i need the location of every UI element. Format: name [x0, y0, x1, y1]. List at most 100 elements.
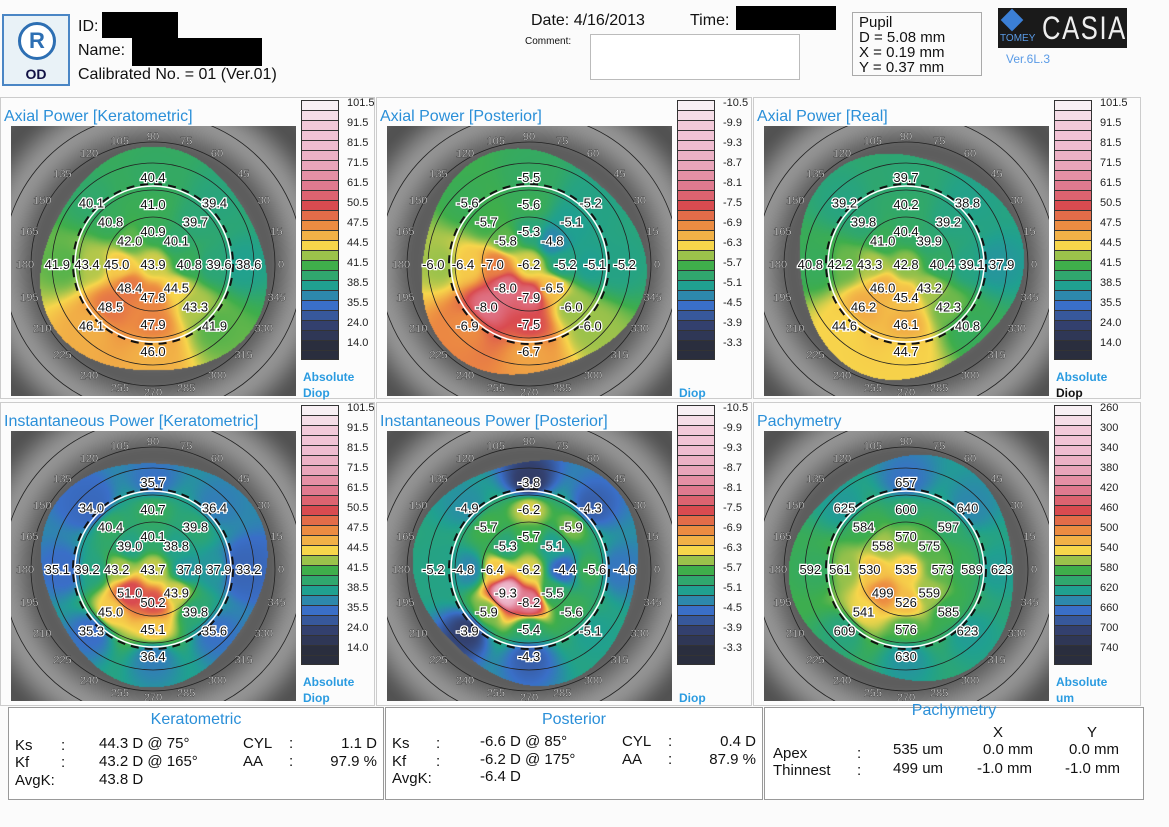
- angle-label: 105: [111, 135, 129, 147]
- scale-swatch: [677, 100, 715, 110]
- scale-swatch: [301, 475, 339, 485]
- scale-label: 101.5: [347, 402, 375, 414]
- angle-label: 285: [930, 688, 948, 700]
- angle-label: 135: [53, 473, 71, 485]
- scale-label: 91.5: [1100, 117, 1122, 129]
- map-value: -5.4: [518, 622, 540, 637]
- version: Ver.6L.3: [1006, 52, 1051, 66]
- scale-unit: um: [1056, 691, 1074, 705]
- angle-label: 120: [456, 148, 474, 160]
- map-value: 40.4: [930, 257, 955, 272]
- map-value: 33.2: [236, 562, 261, 577]
- map-value: 535: [895, 562, 917, 577]
- scale-label: 700: [1100, 622, 1119, 634]
- scale-swatch: [1054, 110, 1092, 120]
- scale-label: -8.1: [723, 177, 742, 189]
- map-value: -6.2: [518, 257, 540, 272]
- map-value: 573: [931, 562, 953, 577]
- map-value: 45.4: [893, 290, 918, 305]
- apex-y: 0.0 mm: [1069, 741, 1120, 758]
- tomey-logo-icon: [1000, 8, 1024, 32]
- summary-title: Keratometric: [150, 711, 242, 728]
- angle-label: 15: [647, 531, 659, 543]
- aa-label: AA: [622, 751, 643, 768]
- map-value: 43.3: [857, 257, 882, 272]
- angle-label: 180: [769, 564, 787, 576]
- map-value: 526: [895, 595, 917, 610]
- scale-swatch: [677, 475, 715, 485]
- scale-swatch: [1054, 260, 1092, 270]
- map-value: 48.5: [98, 299, 123, 314]
- map-value: 46.2: [851, 299, 876, 314]
- map-value: -6.5: [541, 280, 563, 295]
- map-value: -4.9: [456, 500, 478, 515]
- map-value: 35.6: [202, 624, 227, 639]
- angle-label: 225: [53, 655, 71, 667]
- map-value: -5.6: [560, 604, 582, 619]
- angle-label: 330: [1008, 628, 1026, 640]
- scale-label: 420: [1100, 482, 1119, 494]
- scale-label: 50.5: [347, 502, 369, 514]
- angle-label: 45: [237, 168, 249, 180]
- angle-label: 60: [964, 148, 976, 160]
- map-value: 40.8: [798, 257, 823, 272]
- angle-label: 195: [20, 597, 38, 609]
- instantaneous-posterior-panel: Instantaneous Power [Posterior] 0 15 30 45 6…: [376, 402, 752, 706]
- zone-circle: [448, 183, 610, 345]
- map-value: 47.9: [140, 317, 165, 332]
- map-value: 34.0: [79, 500, 104, 515]
- scale-label: 35.5: [347, 297, 369, 309]
- tomey-casia-logo: TOMEY CASIA: [998, 8, 1127, 48]
- scale-swatch: [301, 260, 339, 270]
- map-value: 35.3: [79, 624, 104, 639]
- scale-swatch: [1054, 220, 1092, 230]
- map-value: 39.8: [183, 520, 208, 535]
- map-value: 35.7: [140, 475, 165, 490]
- map-value: 39.6: [206, 257, 231, 272]
- scale-label: 300: [1100, 422, 1119, 434]
- scale-swatch: [1054, 190, 1092, 200]
- ring-line: [406, 446, 652, 692]
- angle-label: 90: [900, 436, 912, 448]
- angle-label: 345: [643, 597, 661, 609]
- ring-line: [30, 446, 276, 692]
- map-value: -4.6: [613, 562, 635, 577]
- map-value: 40.8: [98, 215, 123, 230]
- thinnest-label: Thinnest: [773, 762, 831, 779]
- scale-swatch: [1054, 200, 1092, 210]
- pupil-title: Pupil: [859, 14, 893, 31]
- scale-swatch: [301, 110, 339, 120]
- angle-label: 210: [33, 323, 51, 335]
- map-value: 37.8: [177, 562, 202, 577]
- map-value: 42.2: [827, 257, 852, 272]
- scale-swatch: [677, 455, 715, 465]
- map-value: 39.0: [117, 539, 142, 554]
- scale-swatch: [677, 160, 715, 170]
- eye-badge: R OD: [2, 14, 70, 86]
- map-value: 43.4: [74, 257, 99, 272]
- map-value: -6.4: [481, 562, 503, 577]
- scale-swatch: [677, 310, 715, 320]
- angle-label: 0: [654, 259, 660, 271]
- scale-swatch: [301, 645, 339, 655]
- scale-swatch: [1054, 280, 1092, 290]
- scale-label: 81.5: [347, 137, 369, 149]
- map-value: 37.9: [206, 562, 231, 577]
- comment-field[interactable]: [590, 34, 800, 80]
- scale-label: 44.5: [347, 237, 369, 249]
- map-value: 43.2: [104, 562, 129, 577]
- angle-label: 210: [409, 323, 427, 335]
- scale-label: 340: [1100, 442, 1119, 454]
- scale-swatch: [1054, 330, 1092, 340]
- scale-swatch: [301, 405, 339, 415]
- map-value: 46.1: [893, 317, 918, 332]
- map-value: 558: [872, 539, 894, 554]
- map-value: 39.2: [936, 215, 961, 230]
- scale-swatch: [301, 515, 339, 525]
- scale-swatch: [677, 320, 715, 330]
- angle-label: 60: [211, 453, 223, 465]
- map-value: 46.1: [79, 319, 104, 334]
- ring-line: [858, 216, 954, 312]
- kf-label: Kf: [392, 753, 407, 770]
- angle-label: 330: [255, 628, 273, 640]
